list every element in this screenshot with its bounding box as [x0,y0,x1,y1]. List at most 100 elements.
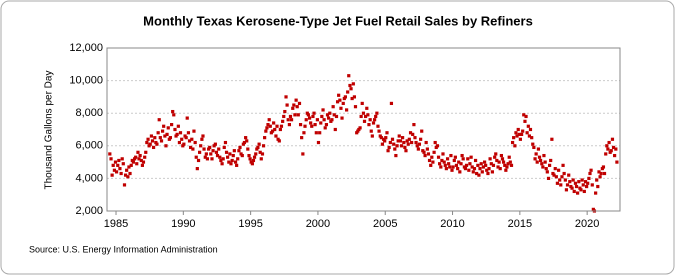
point [512,136,516,140]
point [165,132,169,136]
point [217,147,221,151]
point [513,144,517,148]
point [445,157,450,161]
point [458,170,462,174]
point [119,171,123,176]
point [488,157,492,161]
point [324,123,329,127]
point [559,183,563,187]
point [403,145,407,150]
point [587,176,591,180]
point [602,171,607,176]
point [586,181,590,185]
point [450,168,454,172]
point [296,113,300,117]
point [531,142,535,146]
point [332,113,336,117]
point [460,153,464,158]
point [269,131,273,135]
point [245,139,249,143]
point [459,162,463,166]
point [118,167,122,171]
point [278,127,282,132]
point [486,171,490,176]
y-tick-label: 12,000 [69,42,103,54]
chart-title: Monthly Texas Kerosene-Type Jet Fuel Ret… [143,13,533,28]
point [258,150,262,154]
point [265,126,269,130]
point [221,157,225,161]
point [117,158,121,163]
point [304,118,308,122]
point [305,111,309,115]
point [289,118,294,122]
point [470,165,474,169]
point [471,170,475,174]
y-tick-label: 2,000 [75,205,103,217]
point [475,171,479,176]
point [318,131,322,135]
point [362,119,367,123]
point [562,171,566,176]
point [574,184,579,189]
point [125,168,129,172]
point [561,163,565,167]
point [110,173,114,177]
point [498,167,502,171]
point [313,123,317,127]
point [276,137,280,141]
point [277,139,281,143]
point [503,163,507,167]
point [351,82,355,86]
point [127,165,131,169]
point [320,114,324,119]
point [256,145,260,150]
point [614,147,618,151]
point [565,183,570,187]
point [128,171,132,176]
point [389,101,394,106]
point [273,127,277,132]
point [414,140,418,145]
point [542,153,546,158]
point [564,188,569,192]
y-tick-label: 6,000 [75,140,103,152]
point [352,95,357,99]
point [343,95,347,99]
point [384,136,388,140]
point [154,140,158,145]
point [505,165,509,169]
point [329,119,333,123]
point [490,170,494,174]
point [249,160,253,164]
point [572,189,576,194]
point [223,140,228,145]
point [333,127,337,132]
point [373,118,377,122]
point [401,136,405,140]
point [241,142,245,146]
point [399,144,404,148]
source-note: Source: U.S. Energy Information Administ… [29,244,218,254]
point [228,152,232,156]
point [360,101,364,106]
point [208,145,212,150]
point [316,140,321,145]
point [462,165,466,169]
point [530,136,534,140]
point [338,98,342,102]
point [330,118,334,122]
point [145,140,149,145]
point [402,140,406,145]
point [198,150,202,154]
point [239,152,243,156]
point [342,96,346,101]
point [270,129,275,133]
point [506,162,510,166]
point [182,142,186,146]
point [591,207,595,211]
point [595,178,599,182]
point [615,160,619,164]
point [404,149,408,153]
point [261,144,266,148]
